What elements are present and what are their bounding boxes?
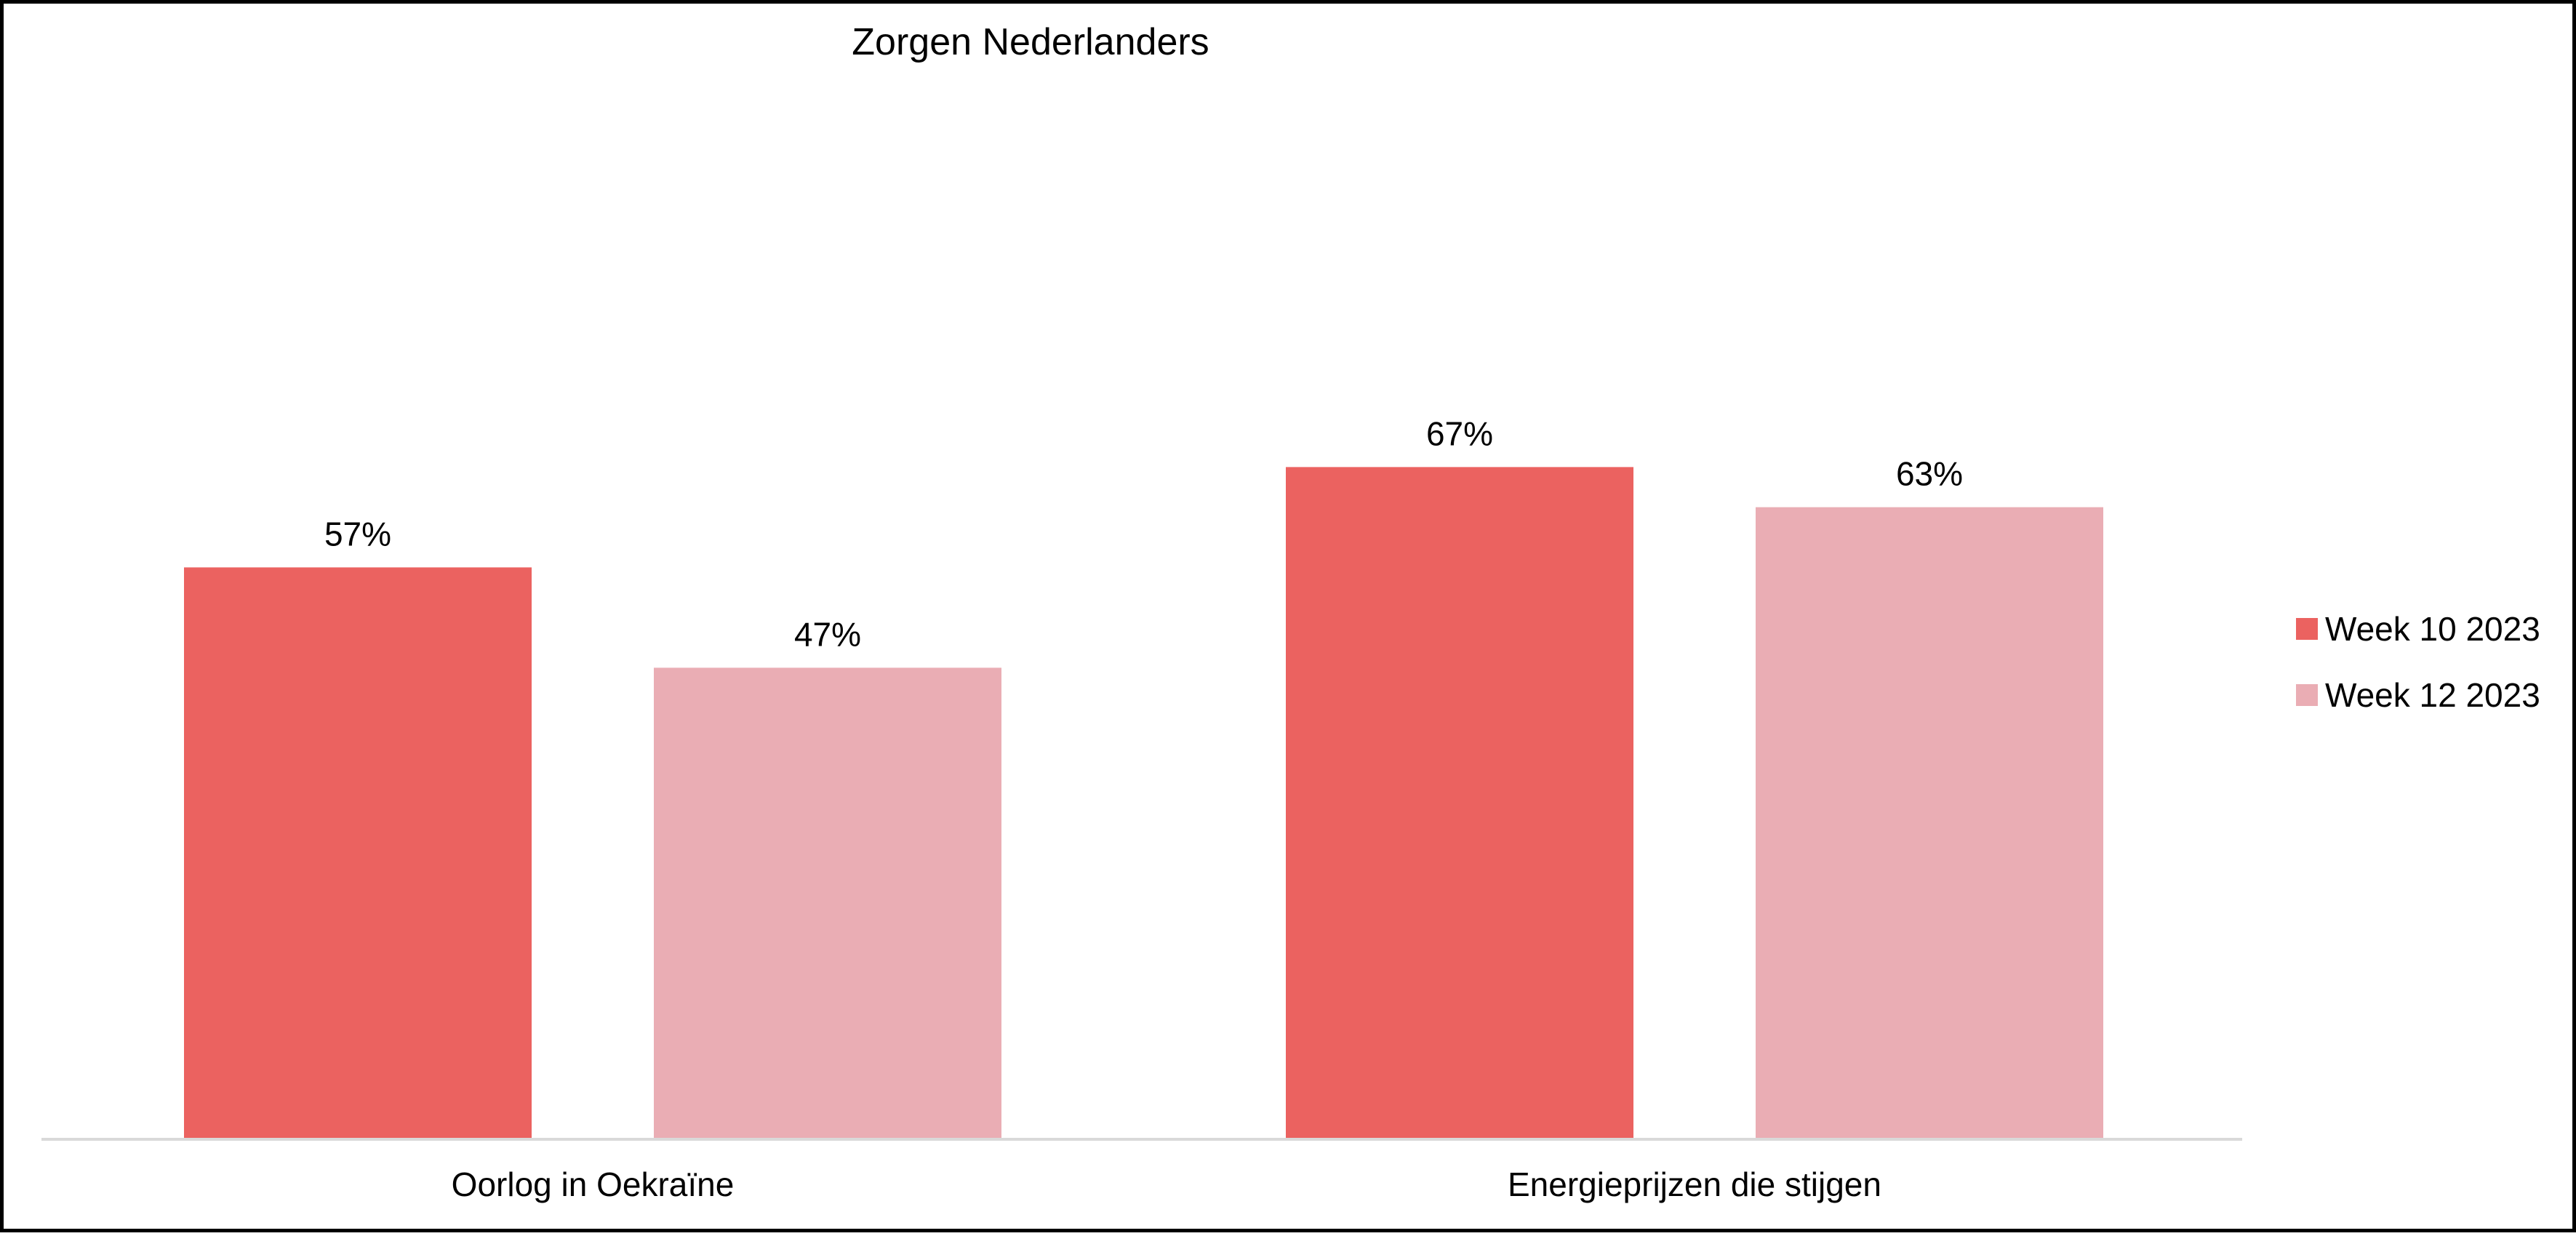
x-tick-label: Oorlog in Oekraïne	[452, 1165, 735, 1203]
data-label-1-0: 67%	[1426, 414, 1493, 452]
x-tick-labels-group: Oorlog in Oekraïne Energieprijzen die sti…	[452, 1165, 1881, 1203]
x-tick-label: Energieprijzen die stijgen	[1508, 1165, 1881, 1203]
legend-swatch-1	[2296, 684, 2318, 706]
data-label-1-1: 63%	[1896, 455, 1963, 493]
bar-0-0	[184, 567, 532, 1139]
bar-chart: Zorgen Nederlanders 57% 47% 67% 63% Oorlog …	[41, 21, 2540, 1203]
legend: Week 10 2023 Week 12 2023	[2296, 610, 2540, 714]
data-label-0-0: 57%	[324, 515, 391, 553]
legend-label-1: Week 12 2023	[2325, 676, 2540, 714]
bar-0-1	[654, 667, 1001, 1139]
bars-group	[184, 467, 2103, 1139]
bar-1-0	[1286, 467, 1633, 1139]
bar-1-1	[1756, 507, 2103, 1139]
legend-label-0: Week 10 2023	[2325, 610, 2540, 648]
data-labels-group: 57% 47% 67% 63%	[324, 414, 1963, 653]
data-label-0-1: 47%	[794, 615, 861, 653]
legend-swatch-0	[2296, 618, 2318, 640]
chart-title: Zorgen Nederlanders	[852, 21, 1209, 63]
